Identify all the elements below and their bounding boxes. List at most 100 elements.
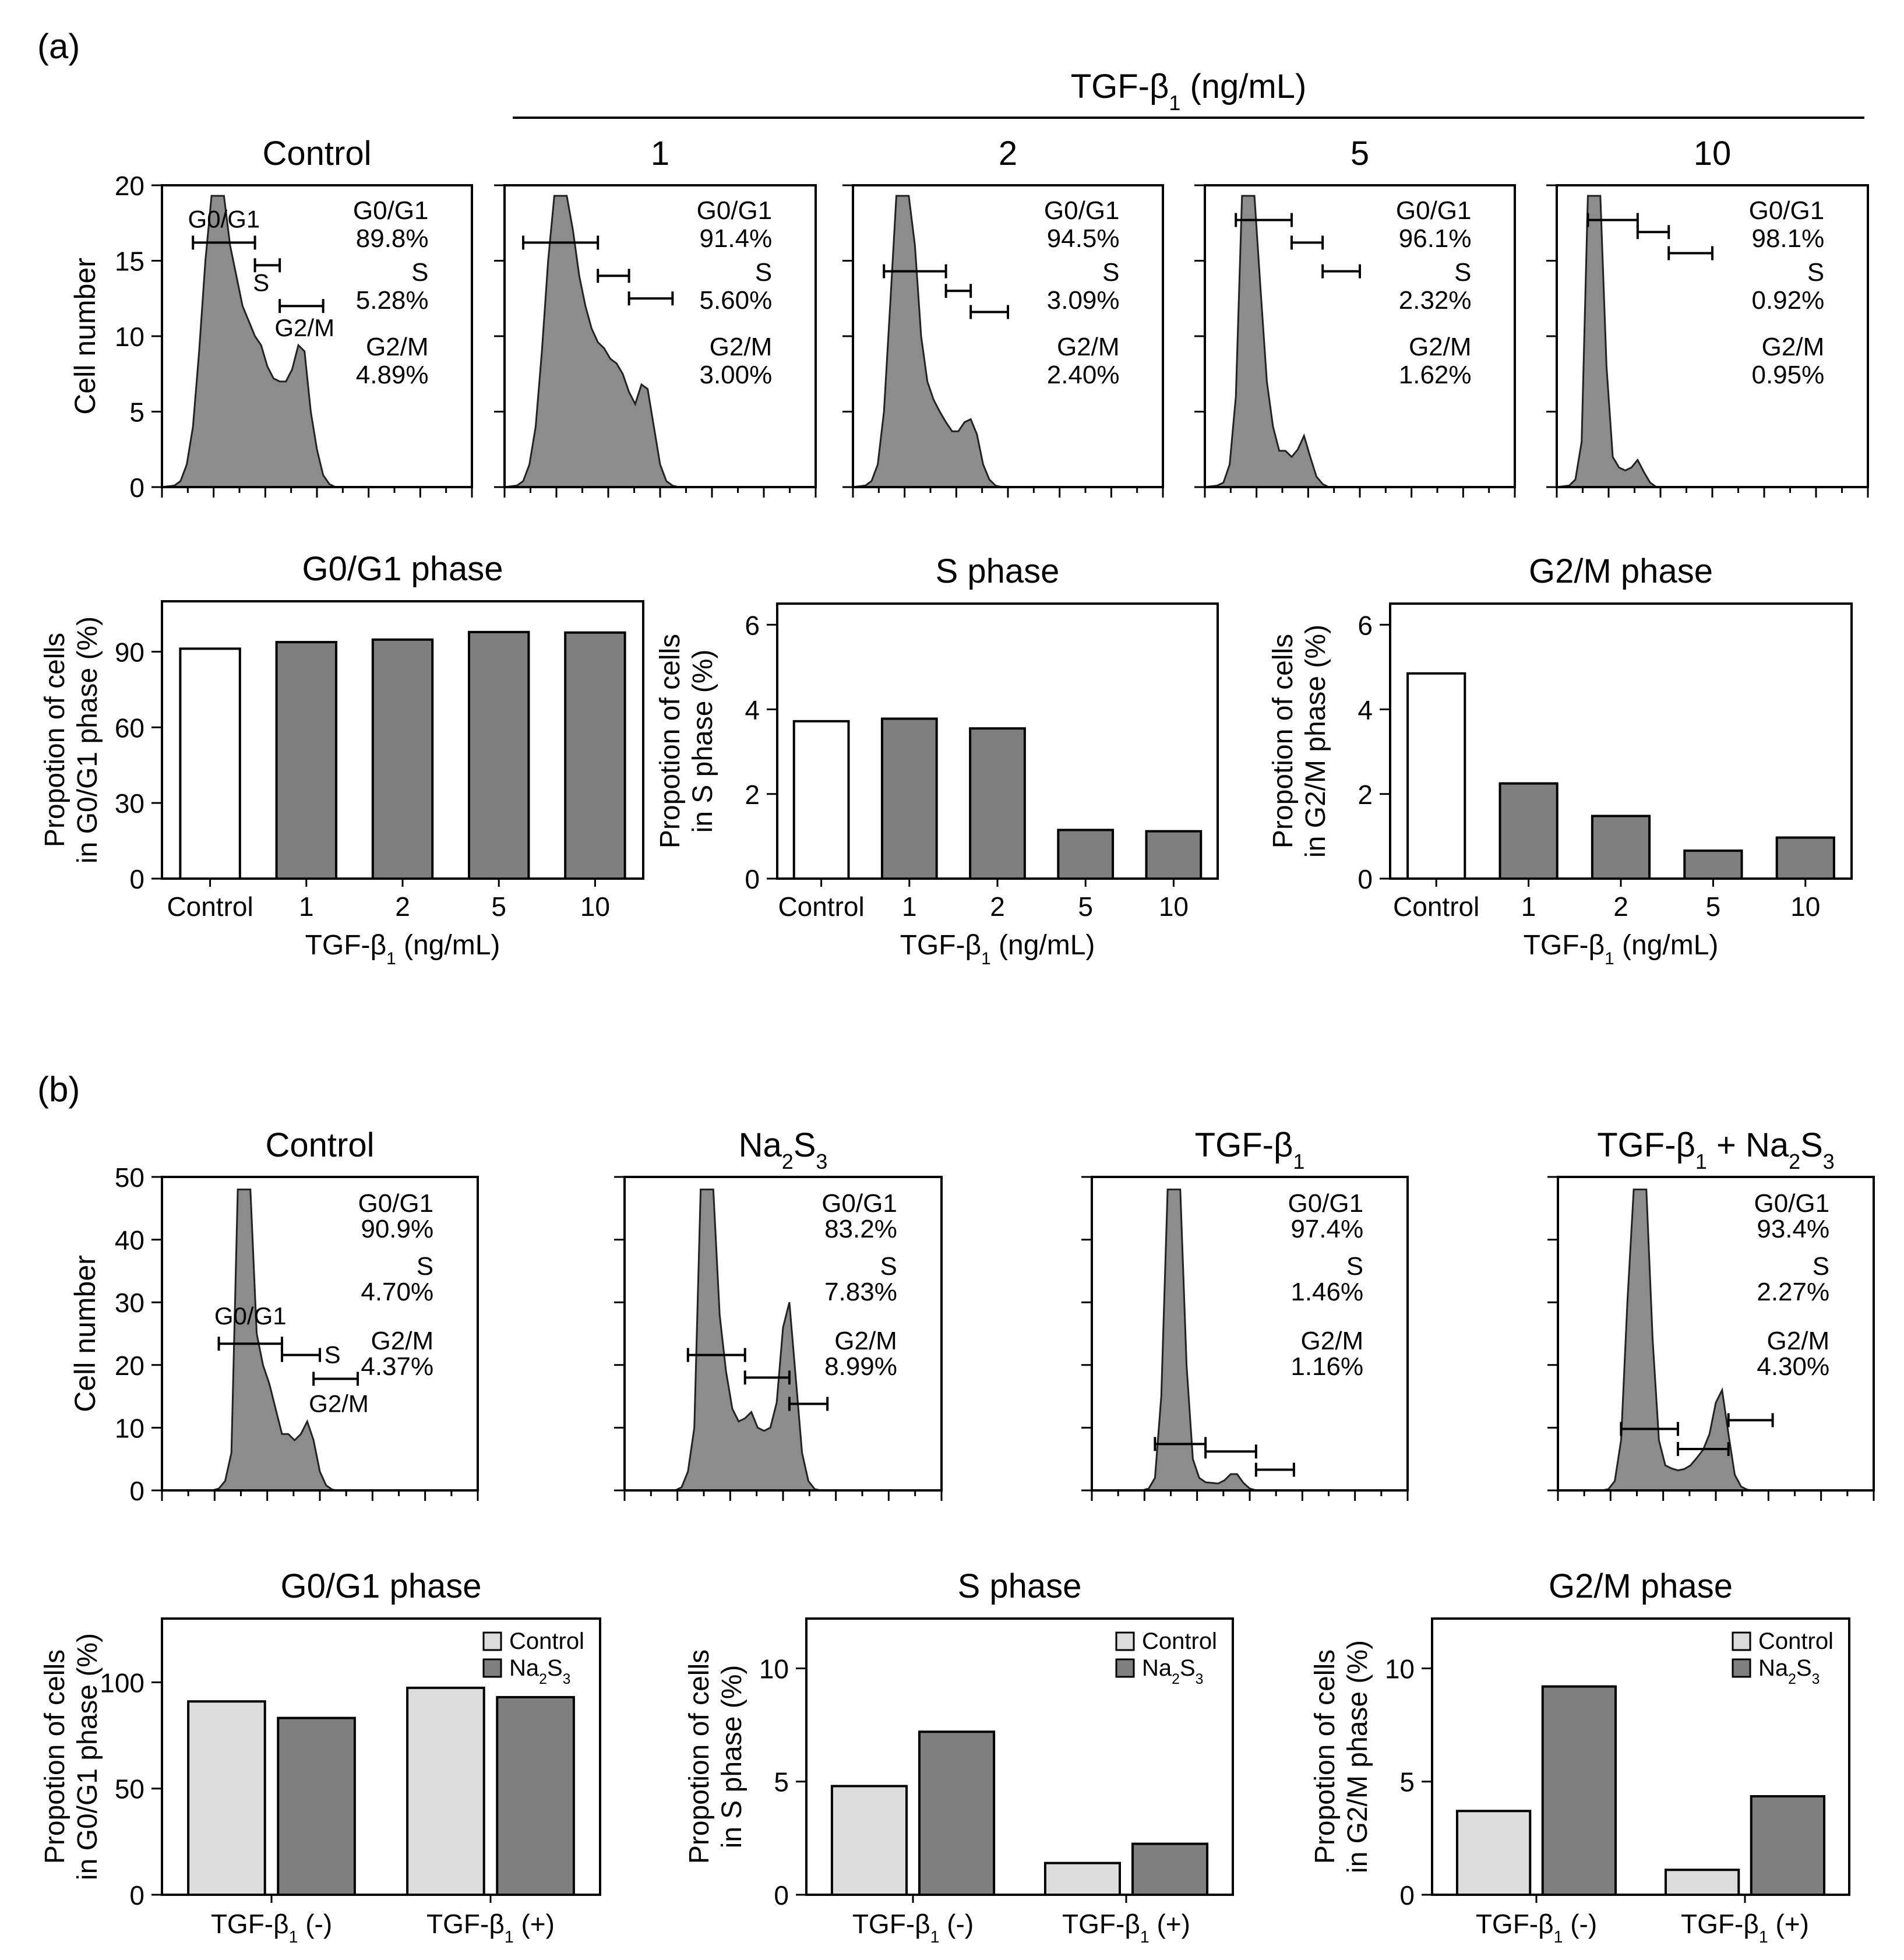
y-tick-label: 10 <box>115 322 144 352</box>
stat-value: 96.1% <box>1399 224 1472 253</box>
stat-value: 1.62% <box>1399 361 1472 389</box>
bar-chart-frame <box>1431 1617 1850 1896</box>
x-tick-label: Control <box>1393 891 1479 922</box>
y-axis-label: Cell number <box>69 258 101 415</box>
bar-dose-1 <box>275 641 338 880</box>
bar-control <box>187 1700 266 1896</box>
x-tick-label: Control <box>778 891 864 922</box>
stat-value: 91.4% <box>699 224 772 253</box>
stat-name-s: S <box>1813 1252 1829 1281</box>
y-tick-label: 5 <box>1399 1767 1415 1797</box>
stat-value: 5.60% <box>699 286 772 315</box>
bar-na2s3 <box>496 1695 575 1896</box>
stat-name-g0g1: G0/G1 <box>1044 196 1120 225</box>
x-axis-label: TGF-β1 (ng/mL) <box>1524 930 1719 968</box>
bar-dose-10 <box>1145 830 1203 880</box>
x-tick-label: 5 <box>1078 891 1093 922</box>
legend-swatch-control <box>482 1631 502 1651</box>
stat-value: 90.9% <box>361 1215 433 1243</box>
legend-swatch-na2s3 <box>482 1658 502 1678</box>
x-tick-label: TGF-β1 (+) <box>1062 1909 1190 1947</box>
x-tick-label: 2 <box>1613 891 1628 922</box>
x-tick-label: 1 <box>902 891 917 922</box>
y-axis-label: in G2/M phase (%) <box>1342 1640 1373 1873</box>
y-axis-label: Propotion of cells <box>655 634 686 848</box>
x-tick-label: 5 <box>491 891 506 922</box>
stat-name-g0g1: G0/G1 <box>358 1189 433 1218</box>
stat-value: 8.99% <box>824 1352 897 1381</box>
gate-label: G2/M <box>274 314 334 341</box>
x-tick-label: 10 <box>580 891 610 922</box>
bar-control <box>179 647 241 880</box>
bar-dose-5 <box>1683 849 1743 880</box>
bar-na2s3 <box>1131 1842 1209 1896</box>
y-tick-label: 6 <box>745 610 760 640</box>
stat-name-g2m: G2/M <box>834 1327 897 1355</box>
legend-label-control: Control <box>1758 1628 1834 1654</box>
stat-name-s: S <box>1346 1252 1363 1281</box>
legend-swatch-control <box>1732 1631 1751 1651</box>
bar-chart-title: S phase <box>958 1567 1082 1605</box>
y-axis-label: Propotion of cells <box>40 633 70 847</box>
x-tick-label: 1 <box>1521 891 1536 922</box>
x-tick-label: 10 <box>1159 891 1189 922</box>
legend-swatch-na2s3 <box>1115 1658 1135 1678</box>
stat-name-g2m: G2/M <box>1762 333 1825 361</box>
y-tick-label: 5 <box>774 1767 789 1797</box>
x-tick-label: Control <box>167 891 253 922</box>
stat-name-s: S <box>417 1252 433 1281</box>
bar-chart-title: G0/G1 phase <box>281 1567 482 1605</box>
stat-name-s: S <box>755 258 772 287</box>
stat-name-s: S <box>1454 258 1471 287</box>
y-axis-label: Propotion of cells <box>40 1649 70 1864</box>
dose-header: TGF-β1 (ng/mL) <box>1071 68 1307 115</box>
bar-control <box>792 720 850 880</box>
stat-name-g0g1: G0/G1 <box>1288 1189 1363 1218</box>
bar-chart-frame <box>161 1617 601 1896</box>
bar-dose-1 <box>1498 782 1559 880</box>
bar-chart-title: G2/M phase <box>1529 552 1713 590</box>
y-tick-label: 2 <box>1358 780 1373 810</box>
bar-chart-title: S phase <box>936 552 1060 590</box>
stat-value: 3.09% <box>1047 286 1120 315</box>
gate-label: G0/G1 <box>214 1302 287 1330</box>
y-tick-label: 0 <box>129 1476 144 1506</box>
y-tick-label: 0 <box>1399 1880 1415 1910</box>
y-tick-label: 0 <box>745 864 760 894</box>
bar-dose-2 <box>969 727 1026 880</box>
y-tick-label: 0 <box>129 864 144 894</box>
stat-name-s: S <box>1807 258 1824 287</box>
stat-value: 93.4% <box>1757 1215 1829 1243</box>
y-tick-label: 4 <box>1358 695 1373 725</box>
y-tick-label: 5 <box>129 397 144 428</box>
y-tick-label: 4 <box>745 695 760 725</box>
bar-dose-2 <box>1591 815 1651 880</box>
panel-a-label: (a) <box>37 27 80 66</box>
bar-na2s3 <box>1541 1685 1617 1896</box>
stat-name-g2m: G2/M <box>371 1327 434 1355</box>
stat-value: 98.1% <box>1751 224 1824 253</box>
y-tick-label: 90 <box>115 637 144 668</box>
y-tick-label: 0 <box>129 1880 144 1910</box>
legend-swatch-na2s3 <box>1732 1658 1751 1678</box>
x-tick-label: 5 <box>1706 891 1721 922</box>
stat-name-g0g1: G0/G1 <box>353 196 429 225</box>
y-tick-label: 50 <box>115 1162 144 1193</box>
stat-name-g2m: G2/M <box>1767 1327 1830 1355</box>
stat-name-g2m: G2/M <box>366 333 429 361</box>
y-tick-label: 0 <box>1358 864 1373 894</box>
stat-name-s: S <box>880 1252 897 1281</box>
legend-swatch-control <box>1115 1631 1135 1651</box>
histogram-title: Na2S3 <box>739 1126 828 1173</box>
y-axis-label: Propotion of cells <box>1268 634 1299 848</box>
stat-value: 4.37% <box>361 1352 433 1381</box>
panel-b-label: (b) <box>37 1070 80 1109</box>
histogram-title: TGF-β1 + Na2S3 <box>1597 1126 1835 1173</box>
stat-value: 2.27% <box>1757 1278 1829 1306</box>
stat-value: 0.92% <box>1751 286 1824 315</box>
